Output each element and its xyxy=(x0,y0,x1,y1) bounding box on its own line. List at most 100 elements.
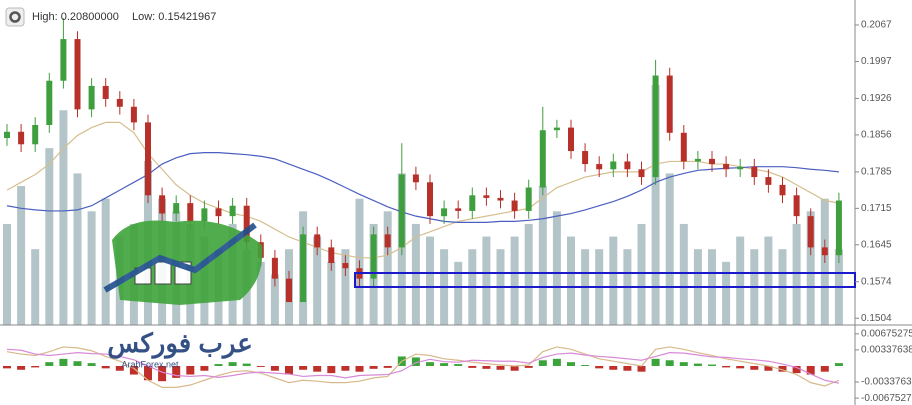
y-tick-label: 0.00337638 xyxy=(861,345,912,356)
volume-bar xyxy=(313,236,322,325)
volume-bar xyxy=(792,223,801,325)
histogram-bar xyxy=(482,365,491,369)
candle-body xyxy=(32,125,39,145)
histogram-bar xyxy=(115,365,124,371)
volume-bar xyxy=(45,148,54,325)
candle-body xyxy=(638,169,645,178)
histogram-bar xyxy=(299,365,308,370)
y-tick-label: 0.1997 xyxy=(861,56,892,67)
volume-bar xyxy=(270,274,279,325)
volume-bar xyxy=(101,198,110,325)
volume-bar xyxy=(87,211,96,325)
candle-body xyxy=(46,80,53,125)
candle-body xyxy=(314,234,321,248)
histogram-bar xyxy=(3,365,11,369)
candle-body xyxy=(229,205,236,217)
histogram-bar xyxy=(722,365,731,368)
histogram-bar xyxy=(426,362,434,366)
candle-body xyxy=(187,203,194,222)
volume-bar xyxy=(3,223,11,325)
y-tick-label: 0.1504 xyxy=(861,313,892,324)
histogram-bar xyxy=(129,365,138,375)
volume-bar xyxy=(651,85,660,325)
candle-body xyxy=(398,174,405,248)
candle-body xyxy=(243,205,250,243)
candle-body xyxy=(511,200,518,211)
volume-bar xyxy=(665,173,674,325)
y-tick-label: 0.1574 xyxy=(861,276,892,287)
histogram-bar xyxy=(242,363,251,366)
volume-bar xyxy=(73,173,82,325)
candle-body xyxy=(737,166,744,170)
volume-bar xyxy=(426,236,434,325)
logo-url: ArabForex.net xyxy=(121,359,179,369)
histogram-bar xyxy=(595,365,604,369)
histogram-bar xyxy=(313,365,322,372)
histogram-bar xyxy=(17,365,26,370)
histogram-bar xyxy=(708,364,716,366)
histogram-bar xyxy=(792,365,801,374)
volume-bar xyxy=(510,236,519,325)
histogram-bar xyxy=(341,365,350,371)
y-tick-label: 0.1856 xyxy=(861,130,892,141)
candle-body xyxy=(525,187,532,211)
gear-icon xyxy=(9,11,21,23)
volume-bar xyxy=(482,236,491,325)
candle-body xyxy=(116,98,123,107)
candle-body xyxy=(497,197,504,201)
candle-body xyxy=(74,39,81,110)
histogram-bar xyxy=(285,365,293,375)
candle-body xyxy=(652,75,659,178)
candle-body xyxy=(130,106,137,123)
y-tick-label: -0.00675275 xyxy=(861,393,912,404)
candle-body xyxy=(709,158,715,165)
y-tick-label: 0.1715 xyxy=(861,203,892,214)
histogram-bar xyxy=(327,365,336,374)
histogram-bar xyxy=(764,365,773,371)
histogram-bar xyxy=(87,363,96,366)
candle-body xyxy=(412,174,419,183)
candle-body xyxy=(173,203,180,214)
histogram-bar xyxy=(693,363,702,366)
candle-body xyxy=(751,166,758,178)
histogram-bar xyxy=(468,365,477,368)
candle-body xyxy=(821,247,828,256)
candle-body xyxy=(469,195,476,211)
y-tick-label: 0.2067 xyxy=(861,20,892,31)
histogram-bar xyxy=(623,365,632,371)
logo-icon xyxy=(154,261,172,285)
histogram-bar xyxy=(45,362,54,366)
histogram-bar xyxy=(834,363,843,366)
candle-body xyxy=(765,177,772,185)
candle-body xyxy=(680,132,687,162)
logo: عرب فوركس ArabForex.net xyxy=(103,220,263,369)
histogram-bar xyxy=(270,365,279,371)
histogram-bar xyxy=(552,358,561,366)
low-label: Low: 0.15421967 xyxy=(132,11,216,23)
histogram-bar xyxy=(581,365,590,366)
histogram-bar xyxy=(411,357,420,366)
candle-body xyxy=(215,208,222,217)
high-label: High: 0.20800000 xyxy=(32,11,119,23)
candle-body xyxy=(807,216,814,248)
volume-bar xyxy=(637,223,646,325)
histogram-bar xyxy=(609,365,618,370)
candle-body xyxy=(666,75,673,133)
histogram-bar xyxy=(496,365,505,370)
volume-bar xyxy=(567,236,575,325)
volume-bar xyxy=(679,223,688,325)
volume-bar xyxy=(341,249,350,325)
histogram-bar xyxy=(228,362,237,366)
volume-bar xyxy=(538,186,547,325)
candle-body xyxy=(582,151,589,165)
candle-body xyxy=(441,208,448,217)
volume-bar xyxy=(327,261,336,325)
candle-body xyxy=(694,158,701,162)
settings-button[interactable] xyxy=(5,7,25,27)
histogram-bar xyxy=(144,365,152,381)
histogram-bar xyxy=(510,365,519,371)
histogram-bar xyxy=(524,365,533,368)
histogram-bar xyxy=(454,364,463,366)
y-tick-label: -0.00337638 xyxy=(861,377,912,388)
